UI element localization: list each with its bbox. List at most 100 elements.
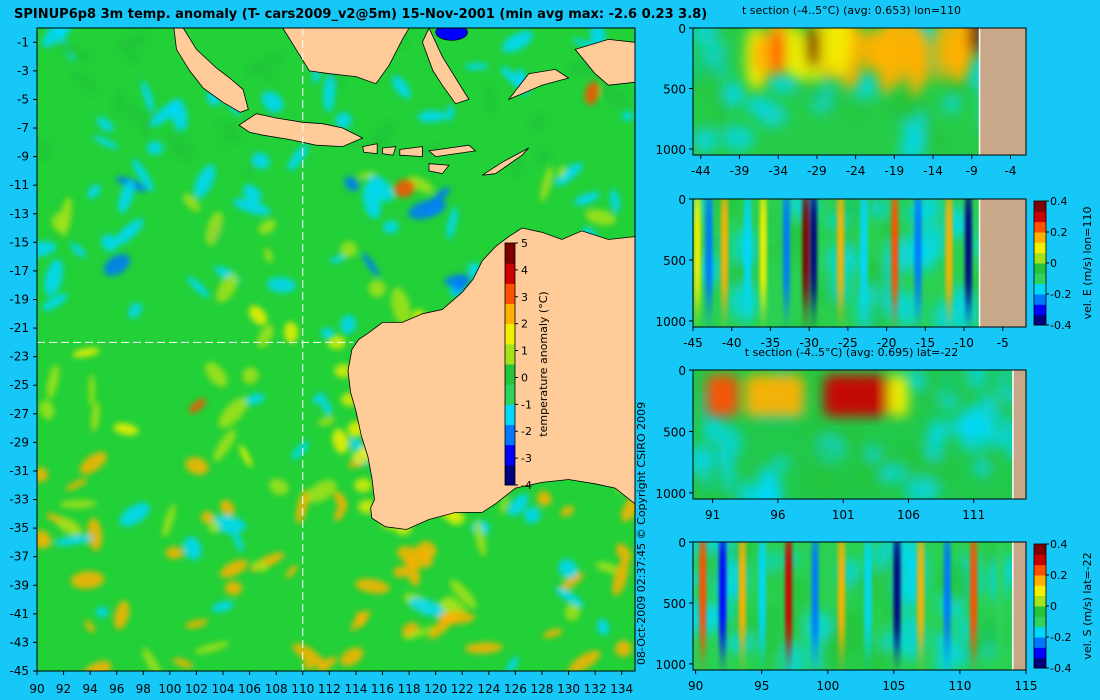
anomaly-feature xyxy=(554,587,584,608)
warm-band xyxy=(745,374,804,417)
texture-blob xyxy=(937,370,967,399)
anomaly-feature xyxy=(557,165,566,178)
colorbar-segment xyxy=(505,404,515,425)
anomaly-feature xyxy=(252,560,269,572)
velocity-colorbar-segment xyxy=(1034,606,1046,617)
anomaly-feature xyxy=(183,536,202,561)
colorbar-segment xyxy=(505,263,515,284)
panel-x-tick-label: -30 xyxy=(799,336,819,350)
velocity-colorbar-tick-label: 0 xyxy=(1050,600,1057,613)
anomaly-feature xyxy=(141,105,156,139)
warm-band xyxy=(901,28,925,79)
anomaly-feature xyxy=(242,367,259,384)
anomaly-feature xyxy=(258,219,276,235)
velocity-colorbar-segment xyxy=(1034,283,1046,295)
island-landmass xyxy=(399,146,423,158)
anomaly-feature xyxy=(70,571,105,589)
anomaly-feature xyxy=(128,302,142,319)
anomaly-feature xyxy=(90,401,100,432)
anomaly-feature xyxy=(42,28,71,48)
anomaly-feature xyxy=(239,445,253,468)
map-x-tick-label: 118 xyxy=(398,682,421,696)
map-y-tick-label: -39 xyxy=(9,578,29,592)
velocity-stripe xyxy=(738,542,746,648)
anomaly-feature xyxy=(329,255,347,264)
coastal-feature xyxy=(354,478,373,493)
anomaly-feature xyxy=(291,441,310,460)
velocity-colorbar-tick-label: 0 xyxy=(1050,257,1057,270)
map-x-tick-label: 92 xyxy=(56,682,71,696)
anomaly-feature xyxy=(65,478,88,491)
velocity-colorbar-segment xyxy=(1034,273,1046,285)
anomaly-feature xyxy=(616,543,632,563)
velocity-stripe xyxy=(705,199,713,305)
anomaly-feature xyxy=(445,105,455,122)
panel-data-layer xyxy=(693,542,1026,670)
anomaly-feature xyxy=(285,565,298,578)
texture-blob xyxy=(925,133,951,152)
warm-band xyxy=(751,33,778,76)
texture-blob xyxy=(922,370,942,397)
panel-y-tick-label: 1000 xyxy=(655,143,686,157)
panel-x-tick-label: -4 xyxy=(1005,164,1017,178)
velocity-stripe xyxy=(964,199,972,305)
texture-blob xyxy=(851,74,880,98)
panel-data-layer xyxy=(693,370,1026,499)
anomaly-feature xyxy=(508,493,529,517)
velocity-stripe xyxy=(693,199,701,305)
colorbar-segment xyxy=(505,384,515,405)
anomaly-feature xyxy=(464,63,489,70)
section-land xyxy=(979,199,1026,327)
map-x-tick-label: 126 xyxy=(504,682,527,696)
map-x-tick-label: 112 xyxy=(318,682,341,696)
anomaly-feature xyxy=(132,158,154,192)
anomaly-feature xyxy=(340,314,356,335)
anomaly-feature xyxy=(392,75,411,99)
anomaly-feature xyxy=(564,603,581,621)
anomaly-feature xyxy=(165,546,184,560)
map-x-tick-label: 116 xyxy=(371,682,394,696)
panel-x-tick-label: 100 xyxy=(816,679,839,693)
velocity-stripe xyxy=(860,199,868,305)
anomaly-feature xyxy=(474,520,487,557)
anomaly-feature xyxy=(96,117,114,132)
anomaly-feature xyxy=(41,293,68,311)
velocity-colorbar-segment xyxy=(1034,263,1046,274)
t-section-lat-22-panel: t section (-4..5°C) (avg: 0.695) lat=-22… xyxy=(655,346,1027,522)
panel-x-tick-label: -20 xyxy=(877,336,897,350)
panel-y-tick-label: 1000 xyxy=(655,487,686,501)
anomaly-feature xyxy=(446,207,458,240)
anomaly-feature xyxy=(220,499,235,516)
map-y-tick-label: -25 xyxy=(9,378,29,392)
colorbar-segment xyxy=(505,323,515,345)
anomaly-feature xyxy=(182,193,201,212)
texture-blob xyxy=(904,477,941,499)
anomaly-feature xyxy=(232,529,244,553)
anomaly-feature xyxy=(264,247,273,263)
anomaly-feature xyxy=(88,374,96,407)
panel-x-tick-label: -39 xyxy=(730,164,750,178)
colorbar-tick-label: -3 xyxy=(521,452,532,465)
sumatra-landmass xyxy=(173,28,249,113)
anomaly-feature xyxy=(39,400,54,420)
texture-blob xyxy=(876,647,890,670)
sulawesi-landmass xyxy=(421,28,470,105)
panel-x-tick-label: -45 xyxy=(683,336,703,350)
map-y-tick-label: -9 xyxy=(17,150,29,164)
panel-y-tick-label: 500 xyxy=(663,82,686,96)
velocity-stripe xyxy=(720,199,728,305)
anomaly-feature xyxy=(355,578,390,594)
colorbar-segment xyxy=(505,364,515,385)
anomaly-feature xyxy=(119,502,150,527)
velocity-stripe xyxy=(893,542,901,648)
panel-frame xyxy=(692,198,1027,328)
velocity-stripe xyxy=(837,199,845,305)
velocity-colorbar-segment xyxy=(1034,211,1046,223)
coastal-feature xyxy=(334,363,353,378)
texture-blob xyxy=(893,290,920,327)
section-land xyxy=(1012,370,1026,499)
map-x-tick-label: 122 xyxy=(451,682,474,696)
warm-band xyxy=(888,374,909,417)
